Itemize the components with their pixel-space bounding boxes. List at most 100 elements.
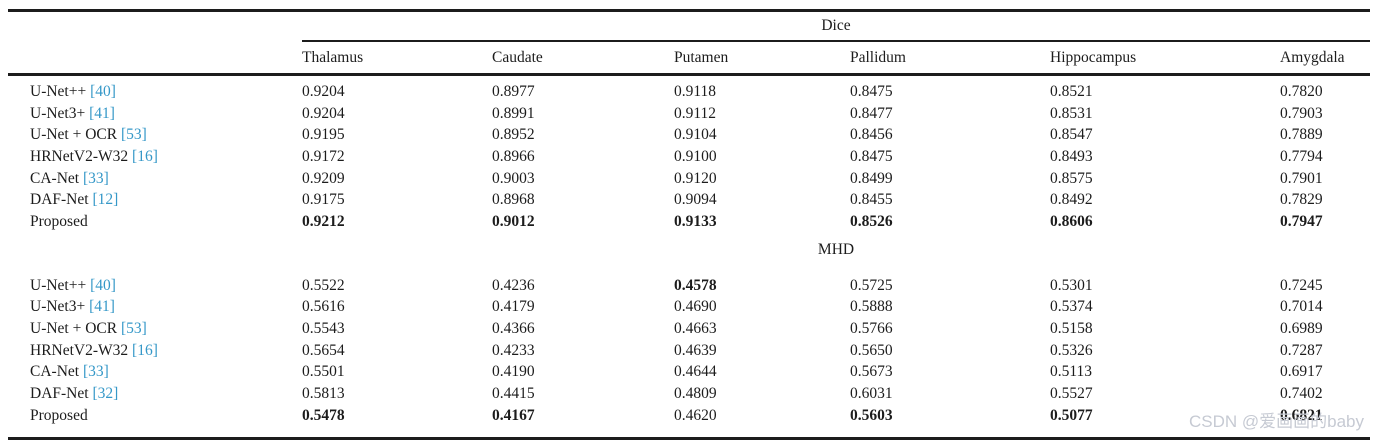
- method-label: U-Net3+ [41]: [8, 105, 302, 123]
- dice-section-body: U-Net++ [40] 0.9204 0.8977 0.9118 0.8475 0.85…: [8, 76, 1370, 233]
- citation-link[interactable]: [33]: [79, 363, 109, 381]
- value-cell: 0.5725: [850, 276, 893, 294]
- method-name: U-Net + OCR: [30, 320, 118, 338]
- citation-link[interactable]: [41]: [85, 298, 115, 316]
- table-row: HRNetV2-W32 [16] 0.9172 0.8966 0.9100 0.8475…: [8, 146, 1370, 168]
- value-cell: 0.9112: [674, 104, 717, 122]
- method-name: U-Net + OCR: [30, 126, 118, 144]
- column-header-caudate: Caudate: [492, 48, 543, 66]
- value-cell: 0.6917: [1280, 363, 1323, 381]
- value-cell: 0.5673: [850, 363, 893, 381]
- value-cell: 0.7245: [1280, 276, 1323, 294]
- value-cell: 0.5501: [302, 363, 345, 381]
- value-cell: 0.8477: [850, 104, 893, 122]
- divider-under-dice: [302, 40, 1370, 42]
- value-cell: 0.7889: [1280, 126, 1323, 144]
- table-row: U-Net++ [40] 0.5522 0.4236 0.4578 0.5725 0.53…: [8, 275, 1370, 297]
- method-name: U-Net++: [30, 276, 87, 294]
- value-cell: 0.4167: [492, 406, 535, 424]
- value-cell: 0.8456: [850, 126, 893, 144]
- divider-bottom: [8, 436, 1370, 440]
- value-cell: 0.5766: [850, 320, 893, 338]
- method-label: HRNetV2-W32 [16]: [8, 148, 302, 166]
- value-cell: 0.9118: [674, 82, 717, 100]
- method-label: U-Net++ [40]: [8, 277, 302, 295]
- value-cell: 0.9172: [302, 147, 345, 165]
- value-cell: 0.5113: [1050, 363, 1093, 381]
- value-cell: 0.9133: [674, 212, 717, 230]
- value-cell: 0.7402: [1280, 385, 1323, 403]
- value-cell: 0.8493: [1050, 147, 1093, 165]
- method-name: Proposed: [30, 212, 88, 230]
- mhd-section-body: U-Net++ [40] 0.5522 0.4236 0.4578 0.5725 0.53…: [8, 267, 1370, 427]
- column-header-amygdala: Amygdala: [1280, 48, 1345, 66]
- method-name: HRNetV2-W32: [30, 147, 129, 165]
- table-row: Proposed 0.9212 0.9012 0.9133 0.8526 0.8606 0.…: [8, 211, 1370, 233]
- value-cell: 0.9195: [302, 126, 345, 144]
- value-cell: 0.9094: [674, 191, 717, 209]
- value-cell: 0.8977: [492, 82, 535, 100]
- table-row: CA-Net [33] 0.9209 0.9003 0.9120 0.8499 0.857…: [8, 168, 1370, 190]
- citation-link[interactable]: [32]: [88, 385, 119, 403]
- column-header-pallidum: Pallidum: [850, 48, 906, 66]
- section-title-dice: Dice: [821, 17, 851, 34]
- value-cell: 0.4644: [674, 363, 717, 381]
- value-cell: 0.9012: [492, 212, 535, 230]
- value-cell: 0.6031: [850, 385, 893, 403]
- divider-top: [8, 9, 1370, 12]
- method-label: DAF-Net [32]: [8, 385, 302, 403]
- value-cell: 0.9204: [302, 104, 345, 122]
- citation-link[interactable]: [40]: [86, 276, 116, 294]
- value-cell: 0.5603: [850, 406, 893, 424]
- method-label: Proposed: [8, 407, 302, 425]
- value-cell: 0.9212: [302, 212, 345, 230]
- value-cell: 0.4663: [674, 320, 717, 338]
- value-cell: 0.5077: [1050, 406, 1093, 424]
- citation-link[interactable]: [41]: [85, 104, 115, 122]
- value-cell: 0.7901: [1280, 169, 1323, 187]
- value-cell: 0.7947: [1280, 212, 1323, 230]
- value-cell: 0.8455: [850, 191, 893, 209]
- citation-link[interactable]: [12]: [88, 191, 119, 209]
- citation-link[interactable]: [16]: [128, 147, 158, 165]
- value-cell: 0.4578: [674, 276, 717, 294]
- method-name: CA-Net: [30, 169, 80, 187]
- method-name: DAF-Net: [30, 191, 89, 209]
- citation-link[interactable]: [53]: [117, 320, 147, 338]
- table-row: U-Net + OCR [53] 0.5543 0.4366 0.4663 0.5766…: [8, 318, 1370, 340]
- method-label: U-Net++ [40]: [8, 83, 302, 101]
- column-header-hippocampus: Hippocampus: [1050, 48, 1137, 66]
- value-cell: 0.7820: [1280, 82, 1323, 100]
- value-cell: 0.5374: [1050, 298, 1093, 316]
- value-cell: 0.8475: [850, 147, 893, 165]
- divider-under-headers: [8, 73, 1370, 76]
- value-cell: 0.4236: [492, 276, 535, 294]
- value-cell: 0.7014: [1280, 298, 1323, 316]
- value-cell: 0.5527: [1050, 385, 1093, 403]
- value-cell: 0.7794: [1280, 147, 1323, 165]
- value-cell: 0.8526: [850, 212, 893, 230]
- value-cell: 0.5478: [302, 406, 345, 424]
- value-cell: 0.8475: [850, 82, 893, 100]
- value-cell: 0.9120: [674, 169, 717, 187]
- value-cell: 0.5522: [302, 276, 345, 294]
- method-name: CA-Net: [30, 363, 80, 381]
- value-cell: 0.5326: [1050, 341, 1093, 359]
- value-cell: 0.4639: [674, 341, 717, 359]
- value-cell: 0.5616: [302, 298, 345, 316]
- method-name: Proposed: [30, 406, 88, 424]
- method-label: CA-Net [33]: [8, 170, 302, 188]
- value-cell: 0.6989: [1280, 320, 1323, 338]
- citation-link[interactable]: [16]: [128, 341, 158, 359]
- value-cell: 0.4809: [674, 385, 717, 403]
- citation-link[interactable]: [40]: [86, 82, 116, 100]
- table-row: U-Net++ [40] 0.9204 0.8977 0.9118 0.8475 0.85…: [8, 81, 1370, 103]
- table-row: U-Net3+ [41] 0.9204 0.8991 0.9112 0.8477 0.85…: [8, 103, 1370, 125]
- value-cell: 0.5158: [1050, 320, 1093, 338]
- value-cell: 0.9175: [302, 191, 345, 209]
- citation-link[interactable]: [53]: [117, 126, 147, 144]
- method-label: DAF-Net [12]: [8, 191, 302, 209]
- value-cell: 0.8991: [492, 104, 535, 122]
- citation-link[interactable]: [33]: [79, 169, 109, 187]
